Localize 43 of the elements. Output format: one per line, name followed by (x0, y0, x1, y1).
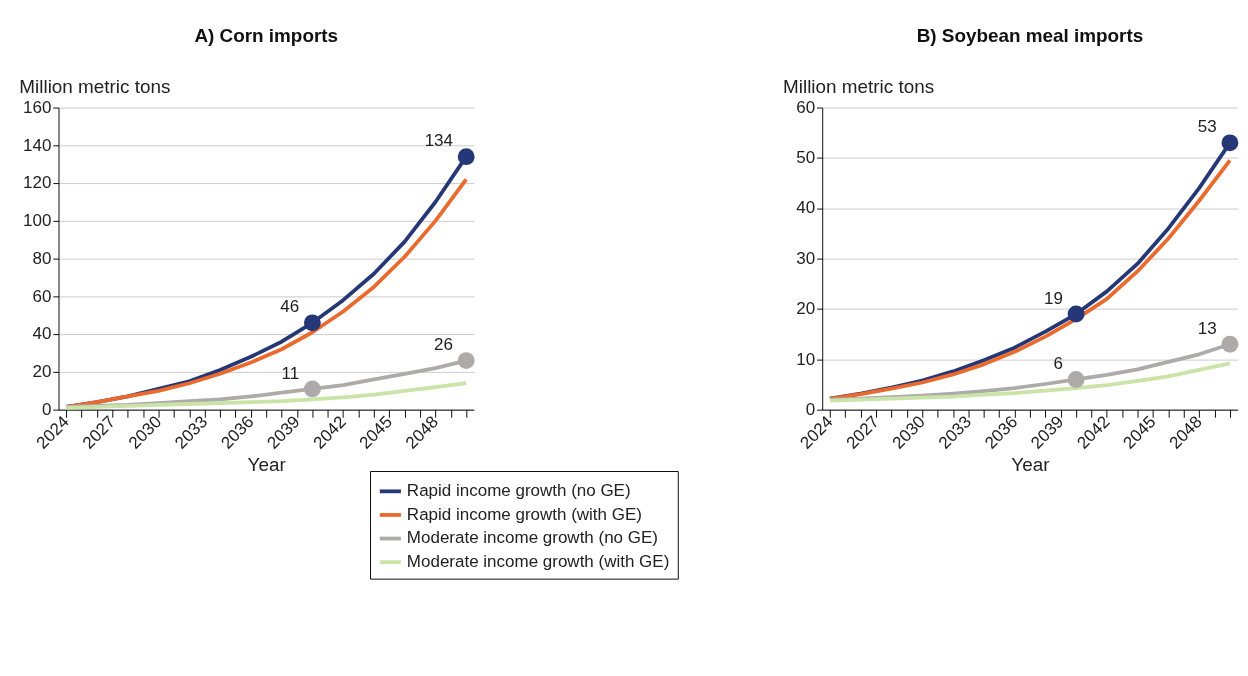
y-tick-label: 120 (23, 173, 52, 193)
y-axis-title: Million metric tons (783, 75, 935, 97)
x-axis-title: Year (1011, 454, 1050, 476)
data-label: 46 (280, 297, 300, 317)
y-tick-label: 0 (42, 399, 52, 419)
x-axis-title: Year (247, 454, 286, 476)
line-series (64, 381, 469, 410)
data-label: 19 (1043, 288, 1063, 308)
point (1221, 134, 1239, 152)
y-tick-label: 20 (796, 299, 816, 319)
y-tick-label: 50 (796, 148, 816, 168)
y-tick-label: 10 (796, 349, 816, 369)
y-tick-label: 60 (32, 286, 52, 306)
y-tick-label: 20 (32, 362, 52, 382)
point (1067, 371, 1085, 388)
point (1221, 335, 1239, 353)
point (457, 148, 475, 166)
y-tick-label: 40 (796, 198, 816, 218)
data-label: 13 (1197, 318, 1217, 338)
data-label: 6 (1053, 354, 1063, 374)
legend-label: Moderate income growth (with GE) (406, 551, 670, 571)
y-tick-label: 100 (23, 211, 52, 231)
legend-label: Moderate income growth (no GE) (406, 528, 658, 548)
legend-label: Rapid income growth (no GE) (406, 481, 631, 501)
y-axis-title: Million metric tons (19, 75, 171, 97)
point (303, 380, 321, 398)
point (303, 314, 321, 332)
data-label: 134 (424, 131, 453, 151)
y-tick-label: 80 (32, 248, 52, 268)
y-tick-label: 30 (796, 248, 816, 268)
point (1067, 305, 1085, 323)
y-tick-label: 140 (23, 135, 52, 155)
y-tick-label: 60 (796, 97, 816, 117)
y-tick-label: 40 (32, 324, 52, 344)
legend-label: Rapid income growth (with GE) (406, 504, 642, 524)
y-tick-label: 0 (805, 399, 816, 419)
chart-title: B) Soybean meal imports (916, 24, 1144, 46)
chart-title: A) Corn imports (194, 24, 339, 46)
data-label: 11 (281, 363, 300, 383)
y-tick-label: 160 (23, 97, 52, 117)
data-label: 26 (434, 335, 453, 355)
data-label: 53 (1197, 117, 1217, 137)
point (457, 352, 475, 370)
